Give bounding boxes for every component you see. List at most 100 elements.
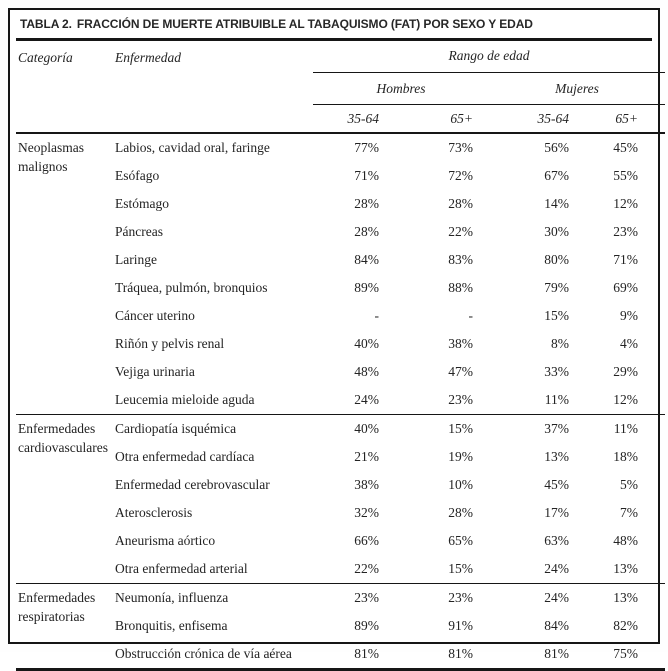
value-cell: 73% xyxy=(448,140,473,155)
value-cell: 40% xyxy=(354,336,379,351)
table-row: Tráquea, pulmón, bronquios 89% 88% 79% 69% xyxy=(16,274,665,302)
disease-cell: Estómago xyxy=(115,196,169,211)
table-row: Estómago 28% 28% 14% 12% xyxy=(16,190,665,218)
header-row-sex: Hombres Mujeres xyxy=(16,72,666,105)
value-cell: 67% xyxy=(544,168,569,183)
value-cell: 29% xyxy=(613,364,639,379)
value-cell: 15% xyxy=(448,421,473,436)
value-cell: 4% xyxy=(620,336,639,351)
value-cell: 47% xyxy=(448,364,473,379)
category-cell: Enfermedades cardiovasculares xyxy=(18,421,108,455)
value-cell: 22% xyxy=(448,224,473,239)
value-cell: 84% xyxy=(544,618,569,633)
value-cell: 24% xyxy=(544,590,569,605)
table-row: Aterosclerosis 32% 28% 17% 7% xyxy=(16,499,665,527)
value-cell: 37% xyxy=(544,421,569,436)
value-cell: 13% xyxy=(544,449,569,464)
value-cell: 45% xyxy=(613,140,639,155)
table-number: TABLA 2. xyxy=(20,17,72,31)
value-cell: 81% xyxy=(354,646,379,661)
value-cell: - xyxy=(468,308,474,323)
table-row: Neoplasmas malignos Labios, cavidad oral,… xyxy=(16,133,665,174)
col-header-hombres-65plus: 65+ xyxy=(450,110,473,126)
col-header-enfermedad: Enfermedad xyxy=(115,50,181,65)
table-section: Enfermedades respiratorias Neumonía, infl… xyxy=(16,583,666,670)
value-cell: 9% xyxy=(620,308,639,323)
table-frame: TABLA 2. FRACCIÓN DE MUERTE ATRIBUIBLE A… xyxy=(8,8,666,671)
value-cell: 79% xyxy=(544,280,569,295)
col-header-mujeres: Mujeres xyxy=(489,72,666,105)
category-cell: Neoplasmas malignos xyxy=(18,140,84,174)
value-cell: 40% xyxy=(354,421,379,436)
value-cell: 23% xyxy=(448,590,473,605)
value-cell: 63% xyxy=(544,533,569,548)
disease-cell: Bronquitis, enfisema xyxy=(115,618,228,633)
disease-cell: Vejiga urinaria xyxy=(115,364,195,379)
value-cell: 23% xyxy=(448,392,473,407)
value-cell: 80% xyxy=(544,252,569,267)
table-section: Enfermedades cardiovasculares Cardiopatía… xyxy=(16,414,666,584)
table-section: Neoplasmas malignos Labios, cavidad oral,… xyxy=(16,133,665,415)
table-row: Aneurisma aórtico 66% 65% 63% 48% xyxy=(16,527,665,555)
value-cell: - xyxy=(374,308,380,323)
disease-cell: Cardiopatía isquémica xyxy=(115,421,237,436)
disease-cell: Riñón y pelvis renal xyxy=(115,336,225,351)
disease-cell: Otra enfermedad cardíaca xyxy=(115,449,255,464)
value-cell: 8% xyxy=(551,336,569,351)
disease-cell: Aneurisma aórtico xyxy=(115,533,216,548)
value-cell: 82% xyxy=(613,618,639,633)
table-row: Vejiga urinaria 48% 47% 33% 29% xyxy=(16,358,665,386)
value-cell: 65% xyxy=(448,533,473,548)
table-row: Obstrucción crónica de vía aérea 81% 81% 81… xyxy=(16,640,665,670)
header-row-groups: Categoría Enfermedad Rango de edad xyxy=(16,41,666,73)
value-cell: 21% xyxy=(354,449,379,464)
disease-cell: Enfermedad cerebrovascular xyxy=(115,477,270,492)
disease-cell: Neumonía, influenza xyxy=(115,590,229,605)
value-cell: 84% xyxy=(354,252,379,267)
value-cell: 32% xyxy=(354,505,379,520)
table-row: Enfermedad cerebrovascular 38% 10% 45% 5% xyxy=(16,471,665,499)
table-row: Leucemia mieloide aguda 24% 23% 11% 12% xyxy=(16,386,665,415)
table-row: Riñón y pelvis renal 40% 38% 8% 4% xyxy=(16,330,665,358)
value-cell: 89% xyxy=(354,280,379,295)
value-cell: 55% xyxy=(613,168,639,183)
value-cell: 69% xyxy=(613,280,639,295)
table-title: TABLA 2. FRACCIÓN DE MUERTE ATRIBUIBLE A… xyxy=(16,10,652,41)
value-cell: 15% xyxy=(448,561,473,576)
value-cell: 30% xyxy=(544,224,569,239)
value-cell: 75% xyxy=(613,646,639,661)
table-row: Bronquitis, enfisema 89% 91% 84% 82% xyxy=(16,612,665,640)
value-cell: 66% xyxy=(354,533,379,548)
col-header-mujeres-35-64: 35-64 xyxy=(537,110,570,126)
table-row: Enfermedades cardiovasculares Cardiopatía… xyxy=(16,415,665,455)
value-cell: 24% xyxy=(544,561,569,576)
value-cell: 15% xyxy=(544,308,569,323)
value-cell: 71% xyxy=(354,168,379,183)
table-header: Categoría Enfermedad Rango de edad Hombr… xyxy=(16,41,666,133)
table-row: Enfermedades respiratorias Neumonía, infl… xyxy=(16,584,665,624)
table-row: Esófago 71% 72% 67% 55% xyxy=(16,162,665,190)
page: TABLA 2. FRACCIÓN DE MUERTE ATRIBUIBLE A… xyxy=(8,8,666,671)
value-cell: 28% xyxy=(354,224,379,239)
value-cell: 19% xyxy=(448,449,473,464)
value-cell: 71% xyxy=(613,252,639,267)
value-cell: 48% xyxy=(354,364,379,379)
value-cell: 56% xyxy=(544,140,569,155)
col-header-rango-de-edad: Rango de edad xyxy=(313,41,666,73)
disease-cell: Obstrucción crónica de vía aérea xyxy=(115,646,292,661)
disease-cell: Labios, cavidad oral, faringe xyxy=(115,140,270,155)
value-cell: 23% xyxy=(354,590,379,605)
value-cell: 72% xyxy=(448,168,473,183)
value-cell: 17% xyxy=(544,505,569,520)
value-cell: 81% xyxy=(544,646,569,661)
disease-cell: Páncreas xyxy=(115,224,163,239)
value-cell: 28% xyxy=(354,196,379,211)
table-caption: FRACCIÓN DE MUERTE ATRIBUIBLE AL TABAQUI… xyxy=(76,17,533,31)
disease-cell: Leucemia mieloide aguda xyxy=(115,392,255,407)
col-header-categoria: Categoría xyxy=(18,50,73,65)
value-cell: 48% xyxy=(613,533,639,548)
col-header-hombres-35-64: 35-64 xyxy=(347,110,380,126)
col-header-mujeres-65plus: 65+ xyxy=(615,110,639,126)
value-cell: 5% xyxy=(620,477,639,492)
value-cell: 28% xyxy=(448,196,473,211)
